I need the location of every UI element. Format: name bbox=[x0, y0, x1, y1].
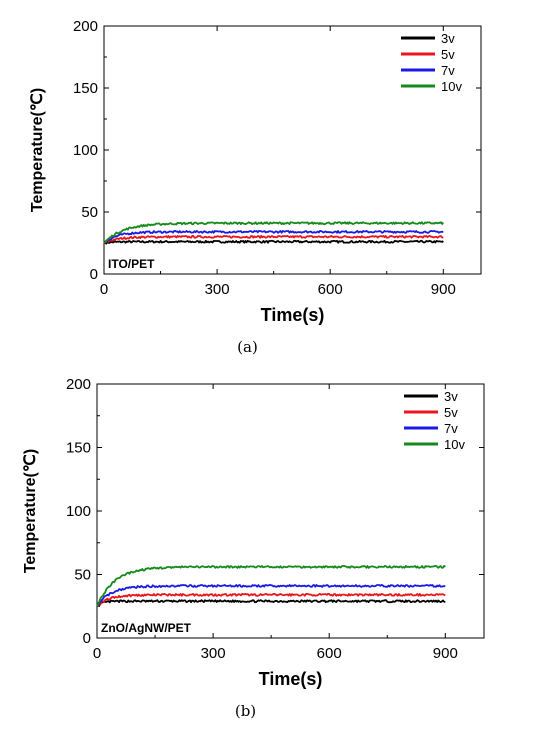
chart-panel-b: 0 50 100 150 200 0 300 600 900 Time(s) Temperature… bbox=[22, 376, 485, 720]
series-line-3v bbox=[103, 239, 444, 245]
panel-label: ITO/PET bbox=[108, 257, 155, 271]
series-line-10v bbox=[96, 565, 446, 607]
legend-label: 3v bbox=[444, 389, 458, 404]
y-tick-label: 200 bbox=[73, 18, 98, 35]
legend-label: 5v bbox=[444, 405, 458, 420]
y-tick-label: 50 bbox=[74, 567, 91, 584]
y-tick-label: 150 bbox=[66, 440, 91, 457]
y-tick-label: 100 bbox=[73, 142, 98, 159]
x-axis-title: Time(s) bbox=[259, 669, 323, 689]
x-tick-label: 0 bbox=[93, 645, 101, 662]
x-tick-label: 300 bbox=[205, 281, 230, 298]
figure-caption: (b) bbox=[235, 702, 256, 720]
y-tick-label: 0 bbox=[90, 266, 98, 283]
y-tick-label: 100 bbox=[66, 503, 91, 520]
y-axis-title: Temperature(℃) bbox=[22, 449, 39, 573]
series-line-7v bbox=[96, 584, 446, 607]
x-tick-label: 0 bbox=[100, 281, 108, 298]
legend-label: 5v bbox=[441, 47, 455, 62]
x-tick-label: 900 bbox=[431, 281, 456, 298]
y-tick-label: 0 bbox=[83, 630, 91, 647]
y-tick-label: 50 bbox=[81, 204, 98, 221]
chart-panel-a: 0 50 100 150 200 0 300 600 900 Time(s) Temperature… bbox=[29, 18, 482, 356]
x-tick-label: 900 bbox=[433, 645, 458, 662]
legend-label: 7v bbox=[441, 63, 455, 78]
y-tick-label: 200 bbox=[66, 376, 91, 393]
x-tick-label: 300 bbox=[201, 645, 226, 662]
series-line-3v bbox=[96, 599, 446, 607]
legend-label: 10v bbox=[441, 79, 462, 94]
series-line-7v bbox=[103, 230, 444, 244]
series-line-10v bbox=[103, 221, 445, 244]
y-axis-title: Temperature(℃) bbox=[29, 88, 46, 212]
figure-caption: (a) bbox=[237, 338, 258, 356]
panel-label: ZnO/AgNW/PET bbox=[101, 621, 192, 635]
series-line-5v bbox=[103, 234, 444, 244]
x-tick-label: 600 bbox=[317, 645, 342, 662]
legend-label: 10v bbox=[444, 437, 465, 452]
y-tick-label: 150 bbox=[73, 80, 98, 97]
legend-label: 7v bbox=[444, 421, 458, 436]
series-line-5v bbox=[96, 592, 446, 607]
x-axis-title: Time(s) bbox=[261, 305, 325, 325]
legend-label: 3v bbox=[441, 31, 455, 46]
x-tick-label: 600 bbox=[318, 281, 343, 298]
